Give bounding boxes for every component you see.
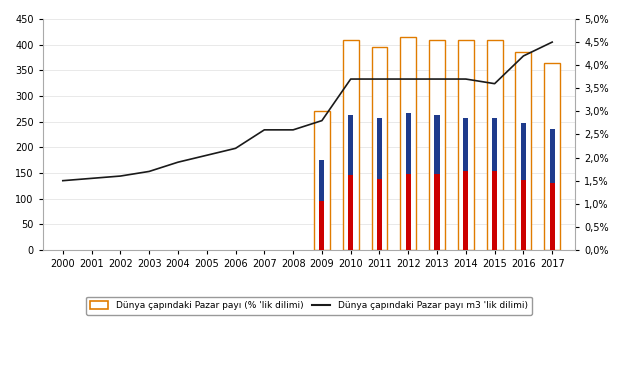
Bar [429, 40, 445, 250]
Bar [521, 123, 526, 180]
Bar [487, 40, 502, 250]
Bar [492, 118, 497, 172]
Bar [544, 63, 560, 250]
Bar [521, 180, 526, 250]
Bar [371, 47, 388, 250]
Bar [314, 112, 330, 250]
Bar [406, 174, 411, 250]
Legend: Dünya çapındaki Pazar payı (% 'lik dilimi), Dünya çapındaki Pazar payı m3 'lik d: Dünya çapındaki Pazar payı (% 'lik dilim… [86, 297, 532, 315]
Bar [434, 116, 440, 174]
Bar [319, 160, 324, 201]
Bar [348, 175, 353, 250]
Bar [463, 172, 469, 250]
Bar [463, 118, 469, 172]
Bar [401, 37, 416, 250]
Bar [492, 172, 497, 250]
Bar [319, 201, 324, 250]
Bar [348, 115, 353, 175]
Bar [434, 174, 440, 250]
Bar [406, 113, 411, 174]
Bar [550, 129, 555, 183]
Bar [515, 53, 531, 250]
Bar [377, 179, 382, 250]
Bar [458, 40, 474, 250]
Bar [343, 40, 359, 250]
Bar [550, 183, 555, 250]
Bar [377, 118, 382, 179]
